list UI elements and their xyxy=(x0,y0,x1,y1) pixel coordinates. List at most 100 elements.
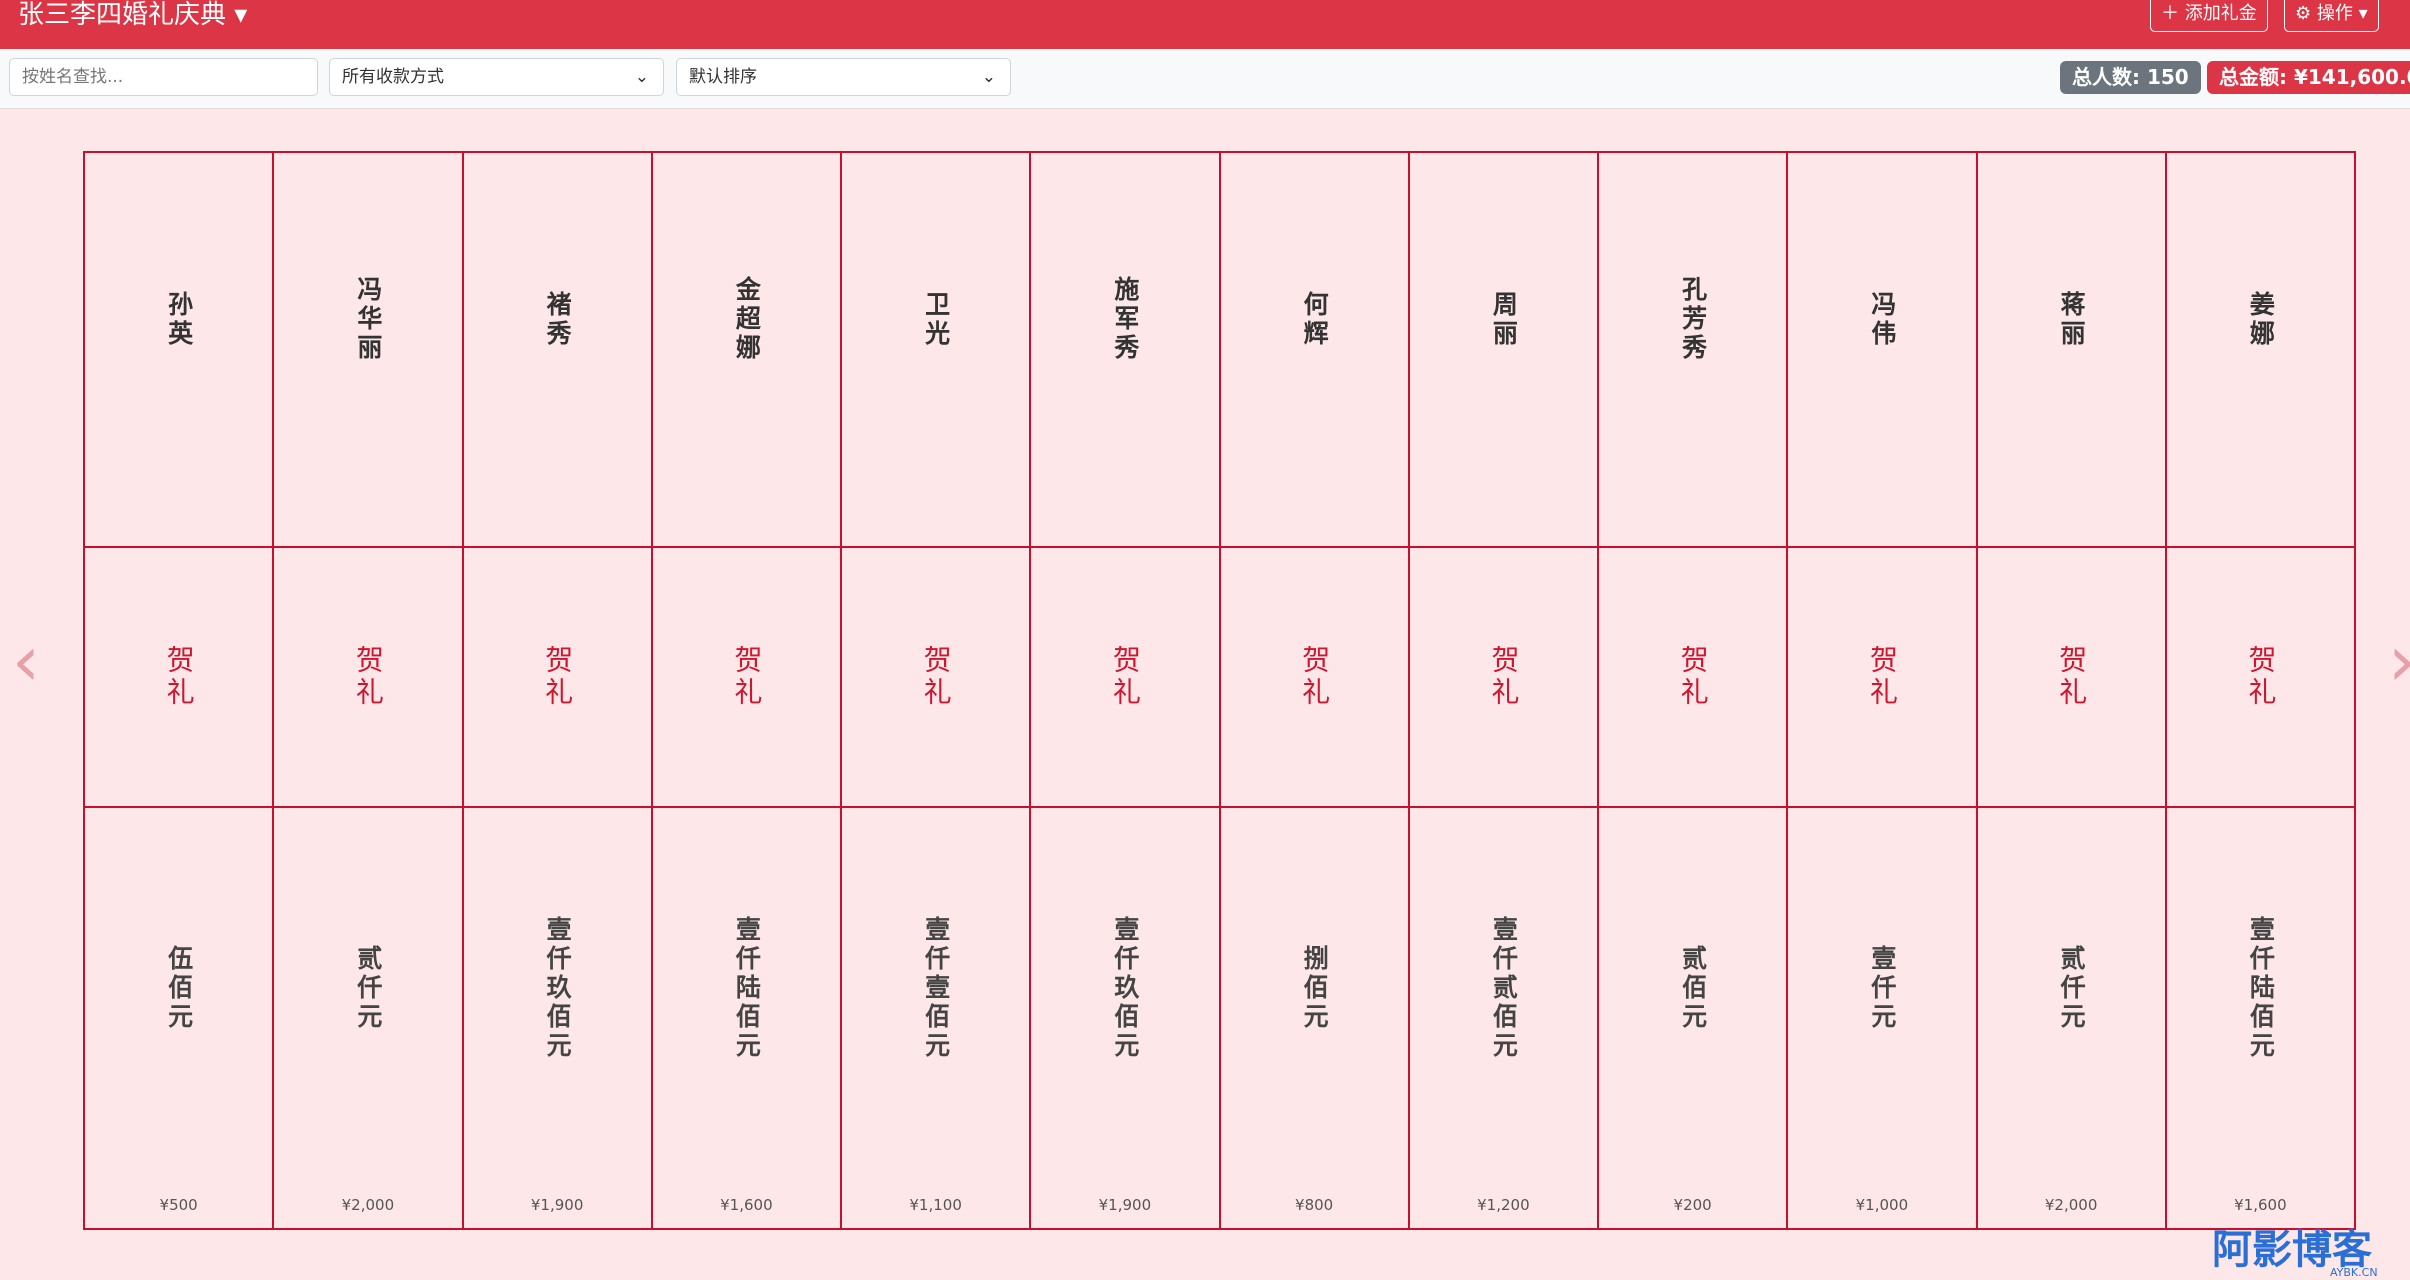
total-badge: 总金额: ¥141,600.00 xyxy=(2207,61,2410,94)
label-cell: 贺礼 xyxy=(1788,548,1976,808)
amount-number: ¥2,000 xyxy=(341,1196,395,1214)
label-cell: 贺礼 xyxy=(274,548,462,808)
gift-column: 褚秀贺礼壹仟玖佰元 ¥1,900 xyxy=(463,153,653,1228)
count-badge: 总人数: 150 xyxy=(2060,61,2201,94)
guest-name: 孙英 xyxy=(164,290,194,349)
next-arrow[interactable]: › xyxy=(2388,620,2410,702)
label-cell: 贺礼 xyxy=(1977,548,2165,808)
amount-text: 伍佰元 xyxy=(164,944,194,1032)
header: 张三李四婚礼庆典 ▾ ＋ 添加礼金 ⚙ 操作 ▾ xyxy=(0,0,2410,49)
gift-label: 贺礼 xyxy=(1108,645,1142,709)
amount-cell: 壹仟陆佰元 ¥1,600 xyxy=(653,808,840,1228)
gift-column: 何辉贺礼捌佰元 ¥800 xyxy=(1220,153,1410,1228)
button-text: 添加礼金 xyxy=(2184,3,2257,24)
amount-number: ¥200 xyxy=(1673,1196,1712,1214)
label-cell: 贺礼 xyxy=(842,548,1030,808)
gift-label: 贺礼 xyxy=(1676,645,1710,709)
amount-cell: 壹仟贰佰元 ¥1,200 xyxy=(1410,808,1597,1228)
guest-name: 卫光 xyxy=(921,290,951,349)
amount-text: 壹仟贰佰元 xyxy=(1489,915,1519,1061)
action-button[interactable]: ⚙ 操作 ▾ xyxy=(2284,0,2379,32)
gift-label: 贺礼 xyxy=(1865,645,1899,709)
guest-name: 冯伟 xyxy=(1867,290,1897,349)
amount-cell: 壹仟壹佰元 ¥1,100 xyxy=(842,808,1029,1228)
amount-text: 壹仟玖佰元 xyxy=(1110,915,1140,1061)
amount-cell: 伍佰元 ¥500 xyxy=(85,808,272,1228)
guest-name: 褚秀 xyxy=(543,290,573,349)
amount-text: 贰佰元 xyxy=(1678,944,1708,1032)
amount-cell: 壹仟元 ¥1,000 xyxy=(1788,808,1975,1228)
amount-number: ¥1,200 xyxy=(1477,1196,1530,1214)
event-title[interactable]: 张三李四婚礼庆典 ▾ xyxy=(18,0,248,30)
gift-label: 贺礼 xyxy=(2055,645,2089,709)
name-cell: 孔芳秀 xyxy=(1599,153,1787,548)
gift-column: 冯伟贺礼壹仟元 ¥1,000 xyxy=(1788,153,1978,1228)
add-button[interactable]: ＋ 添加礼金 xyxy=(2150,0,2268,32)
gift-column: 孙英贺礼伍佰元 ¥500 xyxy=(85,153,275,1228)
guest-name: 蒋丽 xyxy=(2057,290,2087,349)
gift-label: 贺礼 xyxy=(1298,645,1332,709)
amount-cell: 壹仟玖佰元 ¥1,900 xyxy=(1031,808,1218,1228)
amount-text: 捌佰元 xyxy=(1300,944,1330,1032)
toolbar: 按姓名查找... 所有收款方式 ⌄ 默认排序 ⌄ 总人数: 150 总金额: ¥14… xyxy=(0,49,2410,109)
label-cell: 贺礼 xyxy=(652,548,840,808)
gift-column: 周丽贺礼壹仟贰佰元 ¥1,200 xyxy=(1409,153,1599,1228)
search-input[interactable]: 按姓名查找... xyxy=(9,58,318,96)
name-cell: 冯华丽 xyxy=(274,153,462,548)
amount-number: ¥2,000 xyxy=(2044,1196,2098,1214)
amount-text: 壹仟陆佰元 xyxy=(732,915,762,1061)
watermark: 阿影博客 xyxy=(2212,1227,2372,1273)
gift-label: 贺礼 xyxy=(541,645,575,709)
amount-text: 壹仟元 xyxy=(1867,944,1897,1032)
gift-column: 金超娜贺礼壹仟陆佰元 ¥1,600 xyxy=(652,153,842,1228)
amount-number: ¥500 xyxy=(159,1196,198,1214)
name-cell: 冯伟 xyxy=(1788,153,1976,548)
amount-number: ¥1,600 xyxy=(720,1196,773,1214)
label-cell: 贺礼 xyxy=(1220,548,1408,808)
amount-number: ¥800 xyxy=(1295,1196,1334,1214)
guest-name: 施军秀 xyxy=(1110,276,1140,363)
label-cell: 贺礼 xyxy=(463,548,651,808)
title-text: 张三李四婚礼庆典 xyxy=(18,0,227,30)
amount-cell: 壹仟陆佰元 ¥1,600 xyxy=(2167,808,2354,1228)
label-cell: 贺礼 xyxy=(2166,548,2354,808)
guest-name: 周丽 xyxy=(1489,290,1519,349)
select-text: 默认排序 xyxy=(689,67,757,87)
amount-cell: 壹仟玖佰元 ¥1,900 xyxy=(464,808,651,1228)
watermark-sub: AYBK.CN xyxy=(2330,1266,2378,1279)
payment-select[interactable]: 所有收款方式 ⌄ xyxy=(329,58,664,96)
amount-number: ¥1,600 xyxy=(2234,1196,2287,1214)
name-cell: 姜娜 xyxy=(2166,153,2354,548)
guest-name: 金超娜 xyxy=(732,276,762,363)
gift-column: 姜娜贺礼壹仟陆佰元 ¥1,600 xyxy=(2166,153,2354,1228)
gift-book: 孙英 贺礼 伍佰元 ¥500 冯华丽 贺礼 贰仟元 ¥2,000 褚秀 贺礼 壹仟玖佰元 ¥1,900… xyxy=(83,151,2356,1230)
gift-label: 贺礼 xyxy=(1487,645,1521,709)
label-cell: 贺礼 xyxy=(1599,548,1787,808)
sort-select[interactable]: 默认排序 ⌄ xyxy=(676,58,1011,96)
gift-column: 蒋丽贺礼贰仟元 ¥2,000 xyxy=(1977,153,2167,1228)
label-cell: 贺礼 xyxy=(1031,548,1219,808)
name-cell: 褚秀 xyxy=(463,153,651,548)
amount-text: 贰仟元 xyxy=(2057,944,2087,1032)
name-cell: 何辉 xyxy=(1220,153,1408,548)
button-text: 操作 xyxy=(2316,3,2353,24)
label-cell: 贺礼 xyxy=(1409,548,1597,808)
gift-label: 贺礼 xyxy=(162,645,196,709)
amount-number: ¥1,000 xyxy=(1855,1196,1909,1214)
amount-text: 壹仟玖佰元 xyxy=(543,915,573,1061)
amount-text: 壹仟陆佰元 xyxy=(2246,915,2276,1061)
name-cell: 卫光 xyxy=(842,153,1030,548)
amount-cell: 捌佰元 ¥800 xyxy=(1221,808,1408,1228)
prev-arrow[interactable]: ‹ xyxy=(12,620,40,702)
amount-number: ¥1,900 xyxy=(1098,1196,1152,1214)
name-cell: 施军秀 xyxy=(1031,153,1219,548)
label-cell: 贺礼 xyxy=(85,548,273,808)
gift-column: 施军秀贺礼壹仟玖佰元 ¥1,900 xyxy=(1031,153,1221,1228)
gift-label: 贺礼 xyxy=(730,645,764,709)
name-cell: 孙英 xyxy=(85,153,273,548)
gift-column: 卫光贺礼 壹仟壹佰元 ¥1,100 xyxy=(842,153,1032,1228)
name-cell: 蒋丽 xyxy=(1977,153,2165,548)
gift-label: 贺礼 xyxy=(2244,645,2278,709)
guest-name: 何辉 xyxy=(1300,290,1330,349)
